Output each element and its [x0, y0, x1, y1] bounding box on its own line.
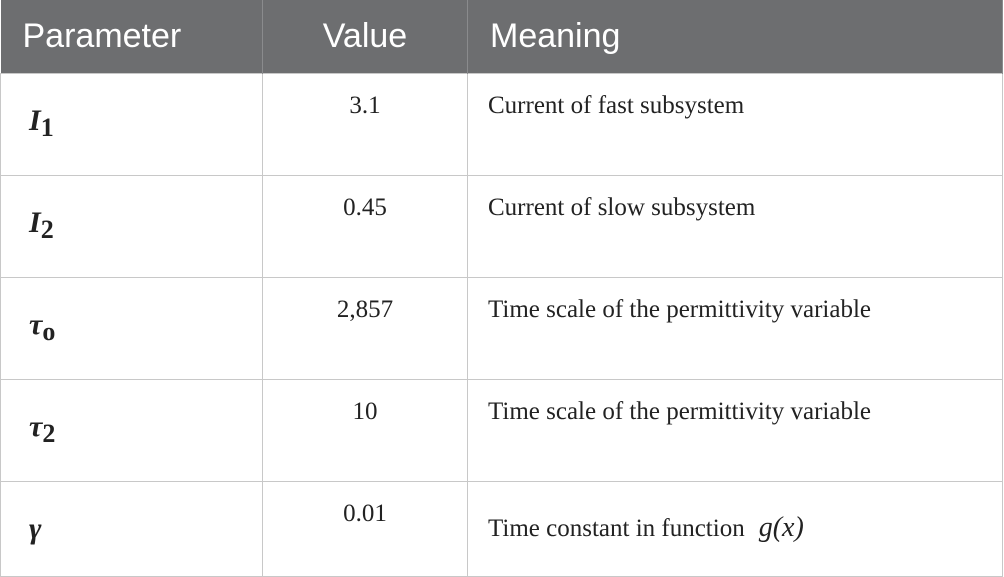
header-row: Parameter Value Meaning [0, 0, 1003, 74]
parameter-cell: I1 [0, 73, 263, 176]
parameter-subscript: 2 [40, 215, 54, 244]
meaning-text: Current of fast subsystem [488, 92, 745, 119]
parameter-symbol: I [29, 104, 41, 137]
header-cell: Value [262, 0, 468, 74]
meaning-cell: Time constant in function g(x) [467, 481, 1003, 577]
meaning-text: Time scale of the permittivity variable [488, 296, 872, 323]
header-cell: Parameter [0, 0, 263, 74]
table-row: γ 0.01 Time constant in function g(x) [0, 481, 1003, 577]
table-row: I2 0.45 Current of slow subsystem [0, 175, 1003, 278]
parameter-symbol: τ [29, 308, 43, 341]
meaning-cell: Current of slow subsystem [467, 175, 1003, 278]
parameter-cell: γ [0, 481, 263, 577]
meaning-cell: Current of fast subsystem [467, 73, 1003, 176]
parameter-subscript: o [42, 317, 56, 346]
value-cell: 2,857 [262, 277, 468, 380]
table-body: I1 3.1 Current of fast subsystem I2 0.45 Curr… [0, 73, 1003, 577]
meaning-text: Current of slow subsystem [488, 194, 756, 221]
parameter-cell: τ2 [0, 379, 263, 482]
parameter-cell: I2 [0, 175, 263, 278]
parameter-subscript: 2 [42, 419, 56, 448]
parameter-subscript: 1 [40, 113, 54, 142]
parameter-cell: τo [0, 277, 263, 380]
value-cell: 10 [262, 379, 468, 482]
parameter-symbol: τ [29, 410, 43, 443]
value-cell: 0.45 [262, 175, 468, 278]
meaning-text: Time constant in function [488, 515, 745, 542]
meaning-text: Time scale of the permittivity variable [488, 398, 872, 425]
formula: g(x) [758, 512, 804, 543]
table-row: τ2 10 Time scale of the permittivity varia… [0, 379, 1003, 482]
parameter-symbol: γ [29, 512, 42, 545]
value-cell: 0.01 [262, 481, 468, 577]
meaning-cell: Time scale of the permittivity variable [467, 277, 1003, 380]
value-cell: 3.1 [262, 73, 468, 176]
meaning-cell: Time scale of the permittivity variable [467, 379, 1003, 482]
table-row: τo 2,857 Time scale of the permittivity va… [0, 277, 1003, 380]
table-row: I1 3.1 Current of fast subsystem [0, 73, 1003, 176]
header-cell: Meaning [467, 0, 1003, 74]
parameter-symbol: I [29, 206, 41, 239]
